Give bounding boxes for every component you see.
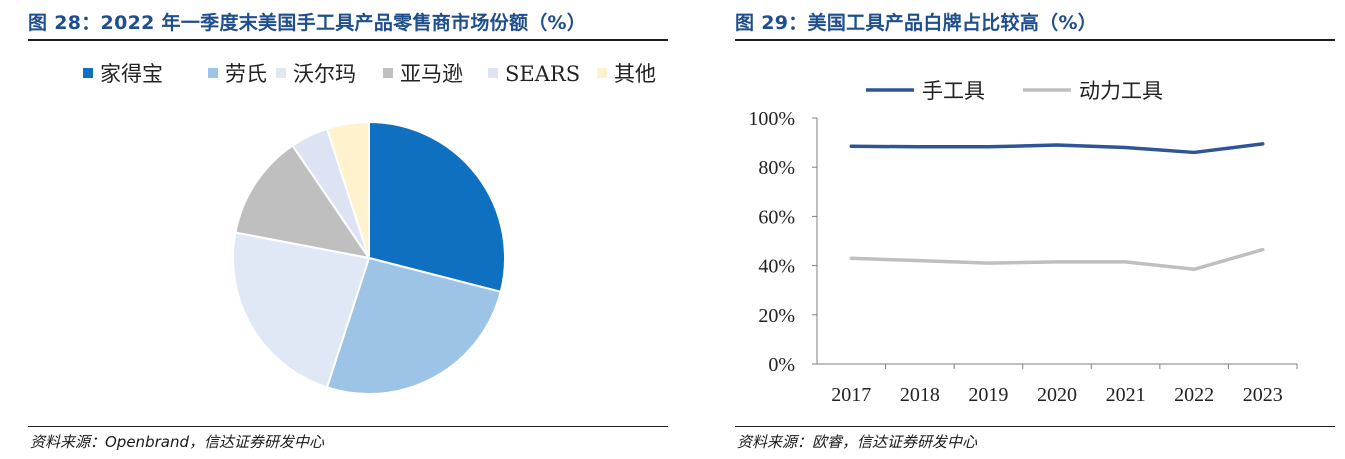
- line-chart-title: 图 29：美国工具产品白牌占比较高（%）: [735, 12, 1098, 34]
- x-tick-label: 2021: [1106, 384, 1146, 406]
- legend-item: 手工具: [866, 79, 985, 103]
- legend-swatch: [597, 68, 607, 78]
- legend-item: 劳氏: [208, 62, 267, 86]
- legend-swatch: [208, 68, 218, 78]
- legend-swatch: [276, 68, 286, 78]
- x-tick-label: 2018: [900, 384, 940, 406]
- line-chart-source: 资料来源：欧睿，信达证券研发中心: [737, 433, 978, 451]
- y-tick-label: 60%: [758, 206, 795, 228]
- line-chart: 手工具 动力工具 0% 20% 40% 60% 80% 100% 2017 2018 2019 202…: [748, 79, 1298, 406]
- title-divider: [735, 39, 1335, 41]
- legend-label: 其他: [614, 62, 656, 86]
- x-tick-label: 2020: [1037, 384, 1077, 406]
- legend-label: 手工具: [922, 79, 985, 103]
- legend-label: 亚马逊: [400, 62, 463, 86]
- pie-chart-panel: 图 28：2022 年一季度末美国手工具产品零售商市场份额（%） 家得宝 劳氏 沃尔…: [0, 0, 672, 459]
- axes: 0% 20% 40% 60% 80% 100% 2017 2018 2019 2020 2021 20…: [748, 108, 1298, 406]
- pie-slices: [232, 120, 506, 395]
- legend-label: 劳氏: [225, 62, 267, 86]
- legend-item: 沃尔玛: [276, 62, 356, 86]
- legend-swatch: [83, 68, 93, 78]
- pie-chart: 家得宝 劳氏 沃尔玛 亚马逊 SEARS 其他: [83, 62, 656, 395]
- y-tick-label: 20%: [758, 305, 795, 327]
- x-tick-label: 2023: [1243, 384, 1283, 406]
- pie-slice: [368, 120, 506, 294]
- legend-item: 动力工具: [1023, 79, 1163, 103]
- legend-swatch: [488, 68, 498, 78]
- legend-label: SEARS: [505, 62, 580, 86]
- pie-chart-title: 图 28：2022 年一季度末美国手工具产品零售商市场份额（%）: [28, 12, 587, 34]
- x-tick-label: 2019: [968, 384, 1008, 406]
- series-line-power-tools: [849, 247, 1265, 272]
- y-tick-label: 0%: [768, 354, 795, 376]
- pie-chart-source: 资料来源：Openbrand，信达证券研发中心: [30, 433, 324, 451]
- legend-swatch: [383, 68, 393, 78]
- legend-label: 家得宝: [100, 62, 163, 86]
- source-divider: [735, 426, 1335, 427]
- legend-item: SEARS: [488, 62, 580, 86]
- legend-item: 其他: [597, 62, 656, 86]
- line-legend: 手工具 动力工具: [866, 79, 1163, 103]
- legend-label: 动力工具: [1079, 79, 1163, 103]
- source-divider: [28, 426, 668, 427]
- series-lines: [849, 142, 1265, 272]
- x-tick-label: 2017: [831, 384, 871, 406]
- pie-legend: 家得宝 劳氏 沃尔玛 亚马逊 SEARS 其他: [83, 62, 656, 86]
- y-tick-label: 80%: [758, 157, 795, 179]
- legend-item: 亚马逊: [383, 62, 463, 86]
- pie-slice: [325, 120, 370, 259]
- series-line-hand-tools: [849, 142, 1265, 155]
- title-divider: [28, 39, 668, 41]
- x-tick-label: 2022: [1174, 384, 1214, 406]
- y-tick-label: 100%: [748, 108, 795, 130]
- line-chart-panel: 图 29：美国工具产品白牌占比较高（%） 手工具 动力工具 0% 20% 40% 60% 8…: [700, 0, 1345, 459]
- legend-item: 家得宝: [83, 62, 163, 86]
- pie-slice: [325, 256, 502, 395]
- pie-slice: [234, 144, 372, 260]
- legend-label: 沃尔玛: [293, 62, 356, 86]
- pie-slice: [232, 231, 371, 389]
- y-tick-label: 40%: [758, 256, 795, 278]
